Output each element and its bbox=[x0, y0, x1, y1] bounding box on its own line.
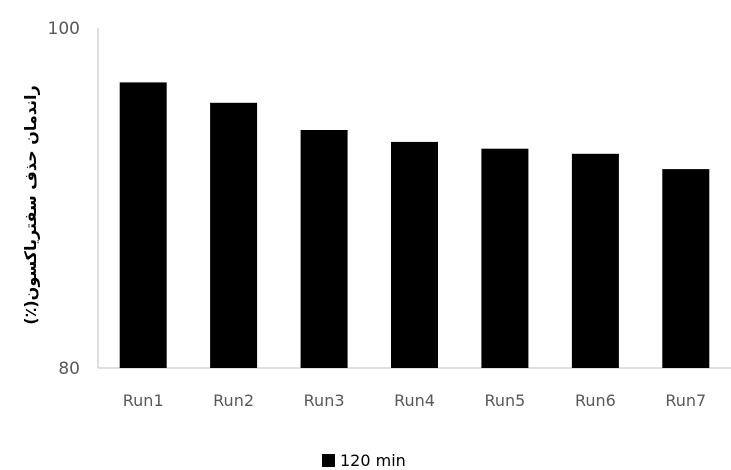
y-tick-label-min: 80 bbox=[58, 359, 80, 379]
category-label-run1: Run1 bbox=[123, 391, 164, 410]
y-axis-title: راندمان حذف سفتریاکسون(٪) bbox=[21, 85, 40, 324]
category-label-run4: Run4 bbox=[394, 391, 435, 410]
bar-run7 bbox=[662, 169, 710, 368]
category-label-run6: Run6 bbox=[575, 391, 616, 410]
category-label-run2: Run2 bbox=[213, 391, 254, 410]
category-labels-group: Run1 Run2 Run3 Run4 Run5 Run6 Run7 bbox=[123, 391, 706, 410]
y-tick-label-max: 100 bbox=[48, 19, 80, 39]
legend-label: 120 min bbox=[340, 451, 406, 470]
bar-run3 bbox=[300, 130, 348, 368]
category-label-run5: Run5 bbox=[484, 391, 525, 410]
legend-swatch bbox=[322, 454, 335, 467]
bar-run4 bbox=[391, 141, 438, 368]
bar-run5 bbox=[481, 148, 529, 368]
bar-run1 bbox=[119, 82, 167, 369]
category-label-run7: Run7 bbox=[665, 391, 706, 410]
bars-group bbox=[119, 82, 710, 369]
bar-run6 bbox=[571, 153, 619, 368]
bar-run2 bbox=[210, 102, 258, 369]
category-label-run3: Run3 bbox=[304, 391, 345, 410]
